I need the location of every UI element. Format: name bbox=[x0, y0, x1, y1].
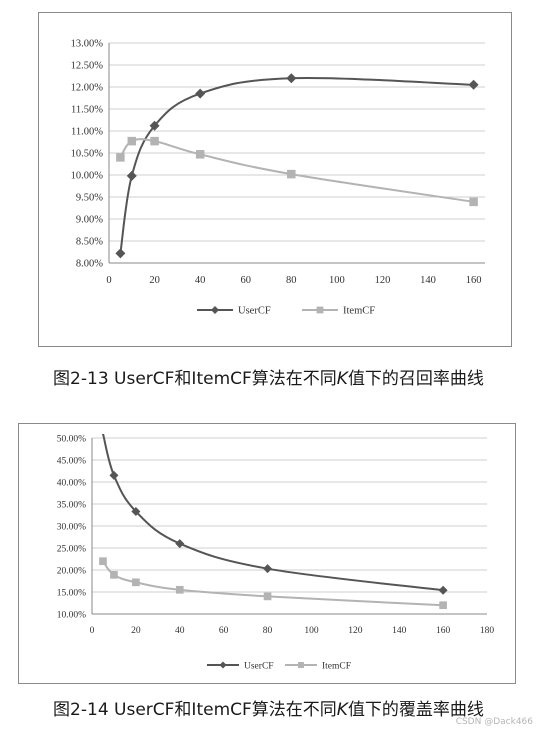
recall-x-tick-label: 20 bbox=[149, 275, 160, 286]
coverage-y-tick-label: 50.00% bbox=[57, 435, 86, 445]
coverage-point-usercf bbox=[109, 470, 119, 480]
recall-legend: UserCF ItemCF bbox=[197, 306, 375, 317]
coverage-x-tick-label: 140 bbox=[392, 626, 407, 636]
recall-x-tick-label: 160 bbox=[466, 275, 482, 286]
recall-y-tick-label: 8.50% bbox=[76, 237, 103, 248]
coverage-chart: 10.00% 15.00% 20.00% 25.00% 30.00% 35.00% 40.0… bbox=[57, 434, 495, 672]
coverage-chart-frame: 10.00% 15.00% 20.00% 25.00% 30.00% 35.00% 40.0… bbox=[18, 423, 516, 684]
recall-y-tick-label: 9.50% bbox=[76, 193, 103, 204]
coverage-x-tick-label: 0 bbox=[90, 626, 95, 636]
recall-series-itemcf bbox=[116, 136, 478, 207]
coverage-x-tick-label: 120 bbox=[348, 626, 363, 636]
coverage-x-tick-label: 40 bbox=[175, 626, 185, 636]
coverage-line-usercf bbox=[102, 434, 444, 592]
recall-x-tick-label: 120 bbox=[375, 275, 391, 286]
figure-caption-recall: 图2-13 UserCF和ItemCF算法在不同K值下的召回率曲线 bbox=[0, 364, 537, 389]
coverage-point-usercf bbox=[263, 564, 273, 574]
recall-point-itemcf bbox=[150, 136, 159, 146]
recall-legend-marker-usercf bbox=[211, 306, 219, 314]
recall-series-usercf bbox=[115, 73, 479, 259]
recall-chart-frame: 8.00% 8.50% 9.00% 9.50% 10.00% 10.50% 11.00% 11… bbox=[38, 12, 512, 347]
recall-y-tick-label: 10.00% bbox=[71, 171, 104, 182]
recall-point-itemcf bbox=[116, 153, 125, 162]
coverage-point-itemcf bbox=[132, 578, 140, 587]
coverage-x-tick-label: 80 bbox=[263, 626, 273, 636]
coverage-point-itemcf bbox=[175, 585, 184, 594]
figure-caption-coverage: 图2-14 UserCF和ItemCF算法在不同K值下的覆盖率曲线 bbox=[0, 695, 537, 720]
coverage-legend-marker-itemcf bbox=[298, 662, 304, 668]
caption-recall-prefix: 图2-13 UserCF和ItemCF算法在不同 bbox=[53, 369, 337, 389]
recall-point-usercf bbox=[149, 120, 160, 131]
recall-x-tick-label: 80 bbox=[286, 275, 297, 286]
recall-point-usercf bbox=[286, 73, 297, 84]
coverage-point-itemcf bbox=[439, 601, 447, 610]
recall-x-tick-label: 60 bbox=[240, 275, 251, 286]
coverage-line-itemcf bbox=[102, 560, 444, 607]
recall-y-tick-label: 10.50% bbox=[71, 149, 104, 160]
coverage-legend: UserCF ItemCF bbox=[207, 661, 351, 672]
coverage-y-tick-label: 45.00% bbox=[57, 457, 86, 467]
recall-y-tick-label: 13.00% bbox=[71, 39, 104, 50]
recall-x-tick-label: 140 bbox=[420, 275, 436, 286]
recall-point-itemcf bbox=[195, 150, 205, 159]
coverage-y-tick-label: 40.00% bbox=[57, 479, 86, 489]
recall-chart: 8.00% 8.50% 9.00% 9.50% 10.00% 10.50% 11.00% 11… bbox=[71, 39, 485, 317]
recall-y-tick-label: 9.00% bbox=[76, 215, 103, 226]
recall-x-tick-label: 100 bbox=[329, 275, 345, 286]
coverage-x-tick-label: 100 bbox=[304, 626, 319, 636]
coverage-point-usercf bbox=[438, 585, 448, 595]
recall-point-usercf bbox=[195, 88, 206, 99]
coverage-y-tick-label: 35.00% bbox=[57, 501, 86, 511]
coverage-y-tick-label: 25.00% bbox=[57, 545, 86, 555]
recall-point-usercf bbox=[126, 170, 137, 181]
recall-point-itemcf bbox=[287, 169, 296, 179]
coverage-point-itemcf bbox=[110, 571, 118, 579]
coverage-legend-label-itemcf: ItemCF bbox=[322, 662, 351, 672]
coverage-point-itemcf bbox=[99, 557, 107, 566]
recall-point-itemcf bbox=[469, 197, 478, 207]
recall-x-tick-label: 40 bbox=[195, 275, 206, 286]
coverage-x-tick-label: 20 bbox=[131, 626, 141, 636]
coverage-series-itemcf bbox=[99, 557, 447, 610]
recall-point-usercf bbox=[115, 248, 126, 259]
coverage-x-tick-label: 180 bbox=[480, 626, 495, 636]
coverage-series-usercf bbox=[102, 434, 448, 595]
recall-point-usercf bbox=[468, 79, 479, 90]
caption-recall-suffix: 值下的召回率曲线 bbox=[347, 369, 484, 389]
coverage-y-tick-label: 10.00% bbox=[57, 611, 86, 621]
recall-y-tick-label: 11.00% bbox=[71, 127, 103, 138]
recall-legend-label-usercf: UserCF bbox=[238, 306, 271, 317]
recall-y-tick-label: 8.00% bbox=[76, 259, 103, 270]
caption-coverage-suffix: 值下的覆盖率曲线 bbox=[347, 700, 484, 720]
coverage-legend-marker-usercf bbox=[219, 661, 227, 669]
recall-line-itemcf bbox=[119, 138, 474, 203]
recall-line-usercf bbox=[119, 76, 474, 254]
recall-y-tick-label: 12.00% bbox=[71, 83, 104, 94]
coverage-y-tick-label: 20.00% bbox=[57, 567, 86, 577]
coverage-point-usercf bbox=[175, 539, 185, 549]
coverage-legend-label-usercf: UserCF bbox=[244, 662, 274, 672]
coverage-point-usercf bbox=[131, 506, 141, 516]
recall-y-tick-label: 12.50% bbox=[71, 61, 104, 72]
recall-x-tick-label: 0 bbox=[106, 275, 111, 286]
recall-legend-marker-itemcf bbox=[316, 306, 324, 314]
coverage-x-tick-label: 60 bbox=[219, 626, 229, 636]
recall-point-itemcf bbox=[127, 136, 137, 146]
coverage-y-tick-label: 30.00% bbox=[57, 523, 86, 533]
coverage-y-tick-label: 15.00% bbox=[57, 589, 86, 599]
caption-recall-k: K bbox=[336, 369, 348, 389]
caption-coverage-k: K bbox=[336, 700, 348, 720]
coverage-x-tick-label: 160 bbox=[436, 626, 451, 636]
recall-y-tick-label: 11.50% bbox=[71, 105, 103, 116]
caption-coverage-prefix: 图2-14 UserCF和ItemCF算法在不同 bbox=[53, 700, 337, 720]
watermark: CSDN @Dack466 bbox=[455, 717, 533, 727]
coverage-point-itemcf bbox=[263, 592, 272, 601]
recall-legend-label-itemcf: ItemCF bbox=[343, 306, 375, 317]
